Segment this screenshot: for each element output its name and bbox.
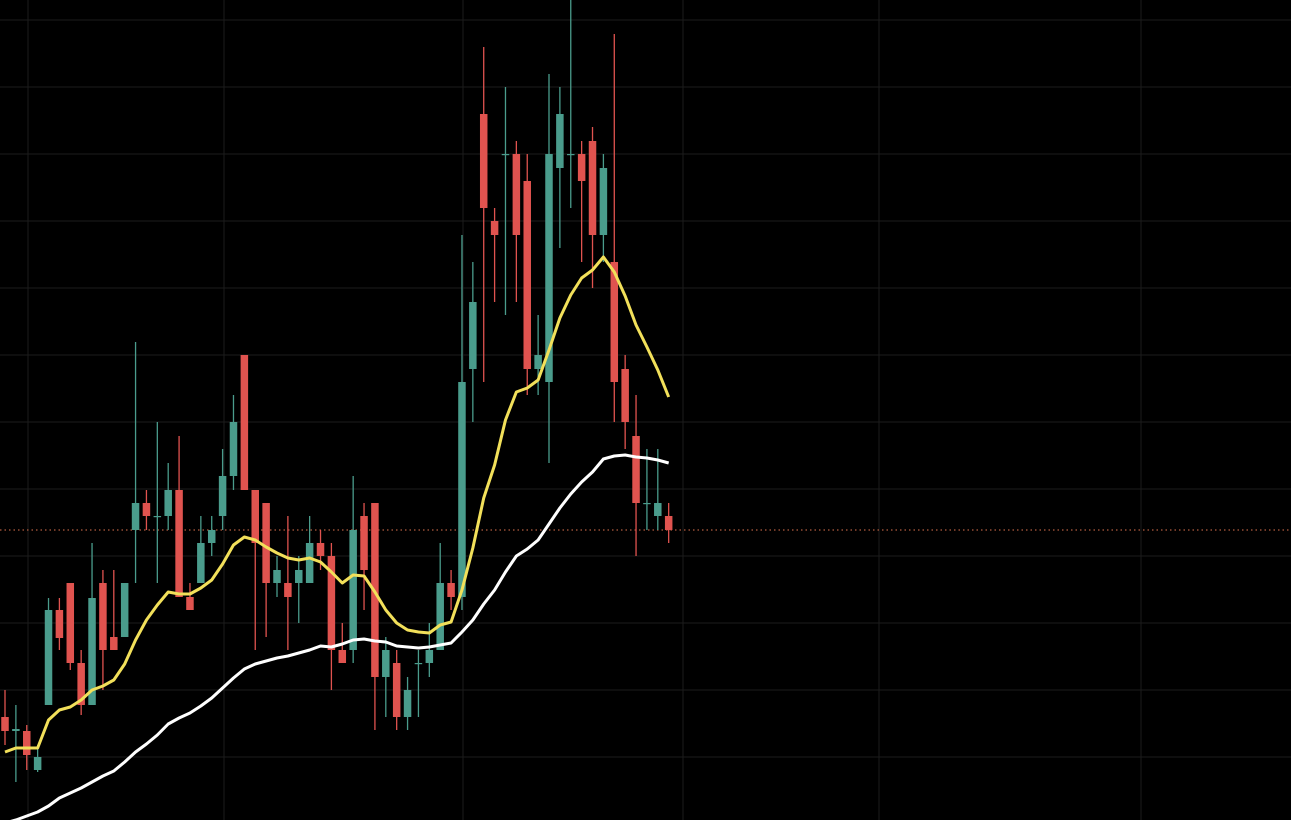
candle-body	[110, 637, 118, 650]
candle-body	[654, 503, 662, 516]
candle-body	[23, 731, 31, 755]
candle-body	[229, 422, 238, 476]
candle-body	[164, 490, 172, 516]
candle-body	[545, 154, 553, 382]
candle-body	[316, 543, 325, 556]
candle-body	[55, 610, 64, 638]
candle-body	[556, 114, 564, 168]
candle-body	[120, 583, 129, 637]
candle-body	[469, 302, 477, 369]
candle-body	[99, 583, 107, 650]
candle-body	[44, 610, 53, 705]
candle-body	[588, 141, 597, 235]
candle-body	[153, 516, 162, 518]
moving-average-line	[10, 453, 670, 820]
candle-body	[349, 530, 357, 650]
candle-body	[447, 583, 455, 597]
candle-body	[175, 490, 183, 597]
candle-body	[599, 168, 608, 235]
candle-body	[77, 663, 85, 705]
candle-body	[425, 650, 434, 663]
candle-body	[305, 543, 314, 583]
candle-body	[338, 650, 347, 663]
candle-body	[327, 556, 336, 650]
candle-body	[403, 690, 412, 717]
candle-body	[490, 221, 499, 235]
candle-body	[643, 503, 651, 505]
candle-body	[610, 262, 619, 382]
candle-body	[414, 663, 423, 665]
candle-body	[382, 650, 390, 677]
candle-body	[284, 583, 292, 597]
candle-body	[197, 543, 205, 583]
candle-body	[88, 598, 96, 705]
candle-body	[186, 597, 194, 610]
candle-body	[262, 503, 270, 583]
candle-body	[142, 503, 151, 516]
candle-body	[251, 490, 259, 543]
candle-body	[664, 516, 673, 530]
candle-body	[131, 503, 140, 530]
candle-body	[567, 154, 575, 156]
candle-body	[1, 717, 9, 731]
candle-body	[392, 663, 401, 717]
candle-body	[360, 516, 368, 570]
candle-body	[577, 154, 586, 181]
moving-average-line	[4, 255, 671, 754]
candle-body	[621, 369, 629, 422]
candle-body	[66, 583, 75, 663]
candle-body	[436, 583, 444, 650]
candle-body	[12, 729, 20, 731]
candle-body	[534, 355, 542, 369]
candle-body	[512, 154, 521, 235]
candle-body	[33, 757, 42, 770]
candle-body	[479, 114, 488, 208]
candle-body	[501, 154, 510, 156]
candle-body	[295, 570, 303, 583]
candle-body	[240, 355, 249, 490]
candle-body	[458, 382, 466, 597]
candle-body	[218, 476, 227, 516]
candle-body	[523, 181, 531, 369]
candle-body	[207, 530, 216, 543]
candle-body	[273, 570, 281, 583]
candle-body	[632, 436, 640, 503]
